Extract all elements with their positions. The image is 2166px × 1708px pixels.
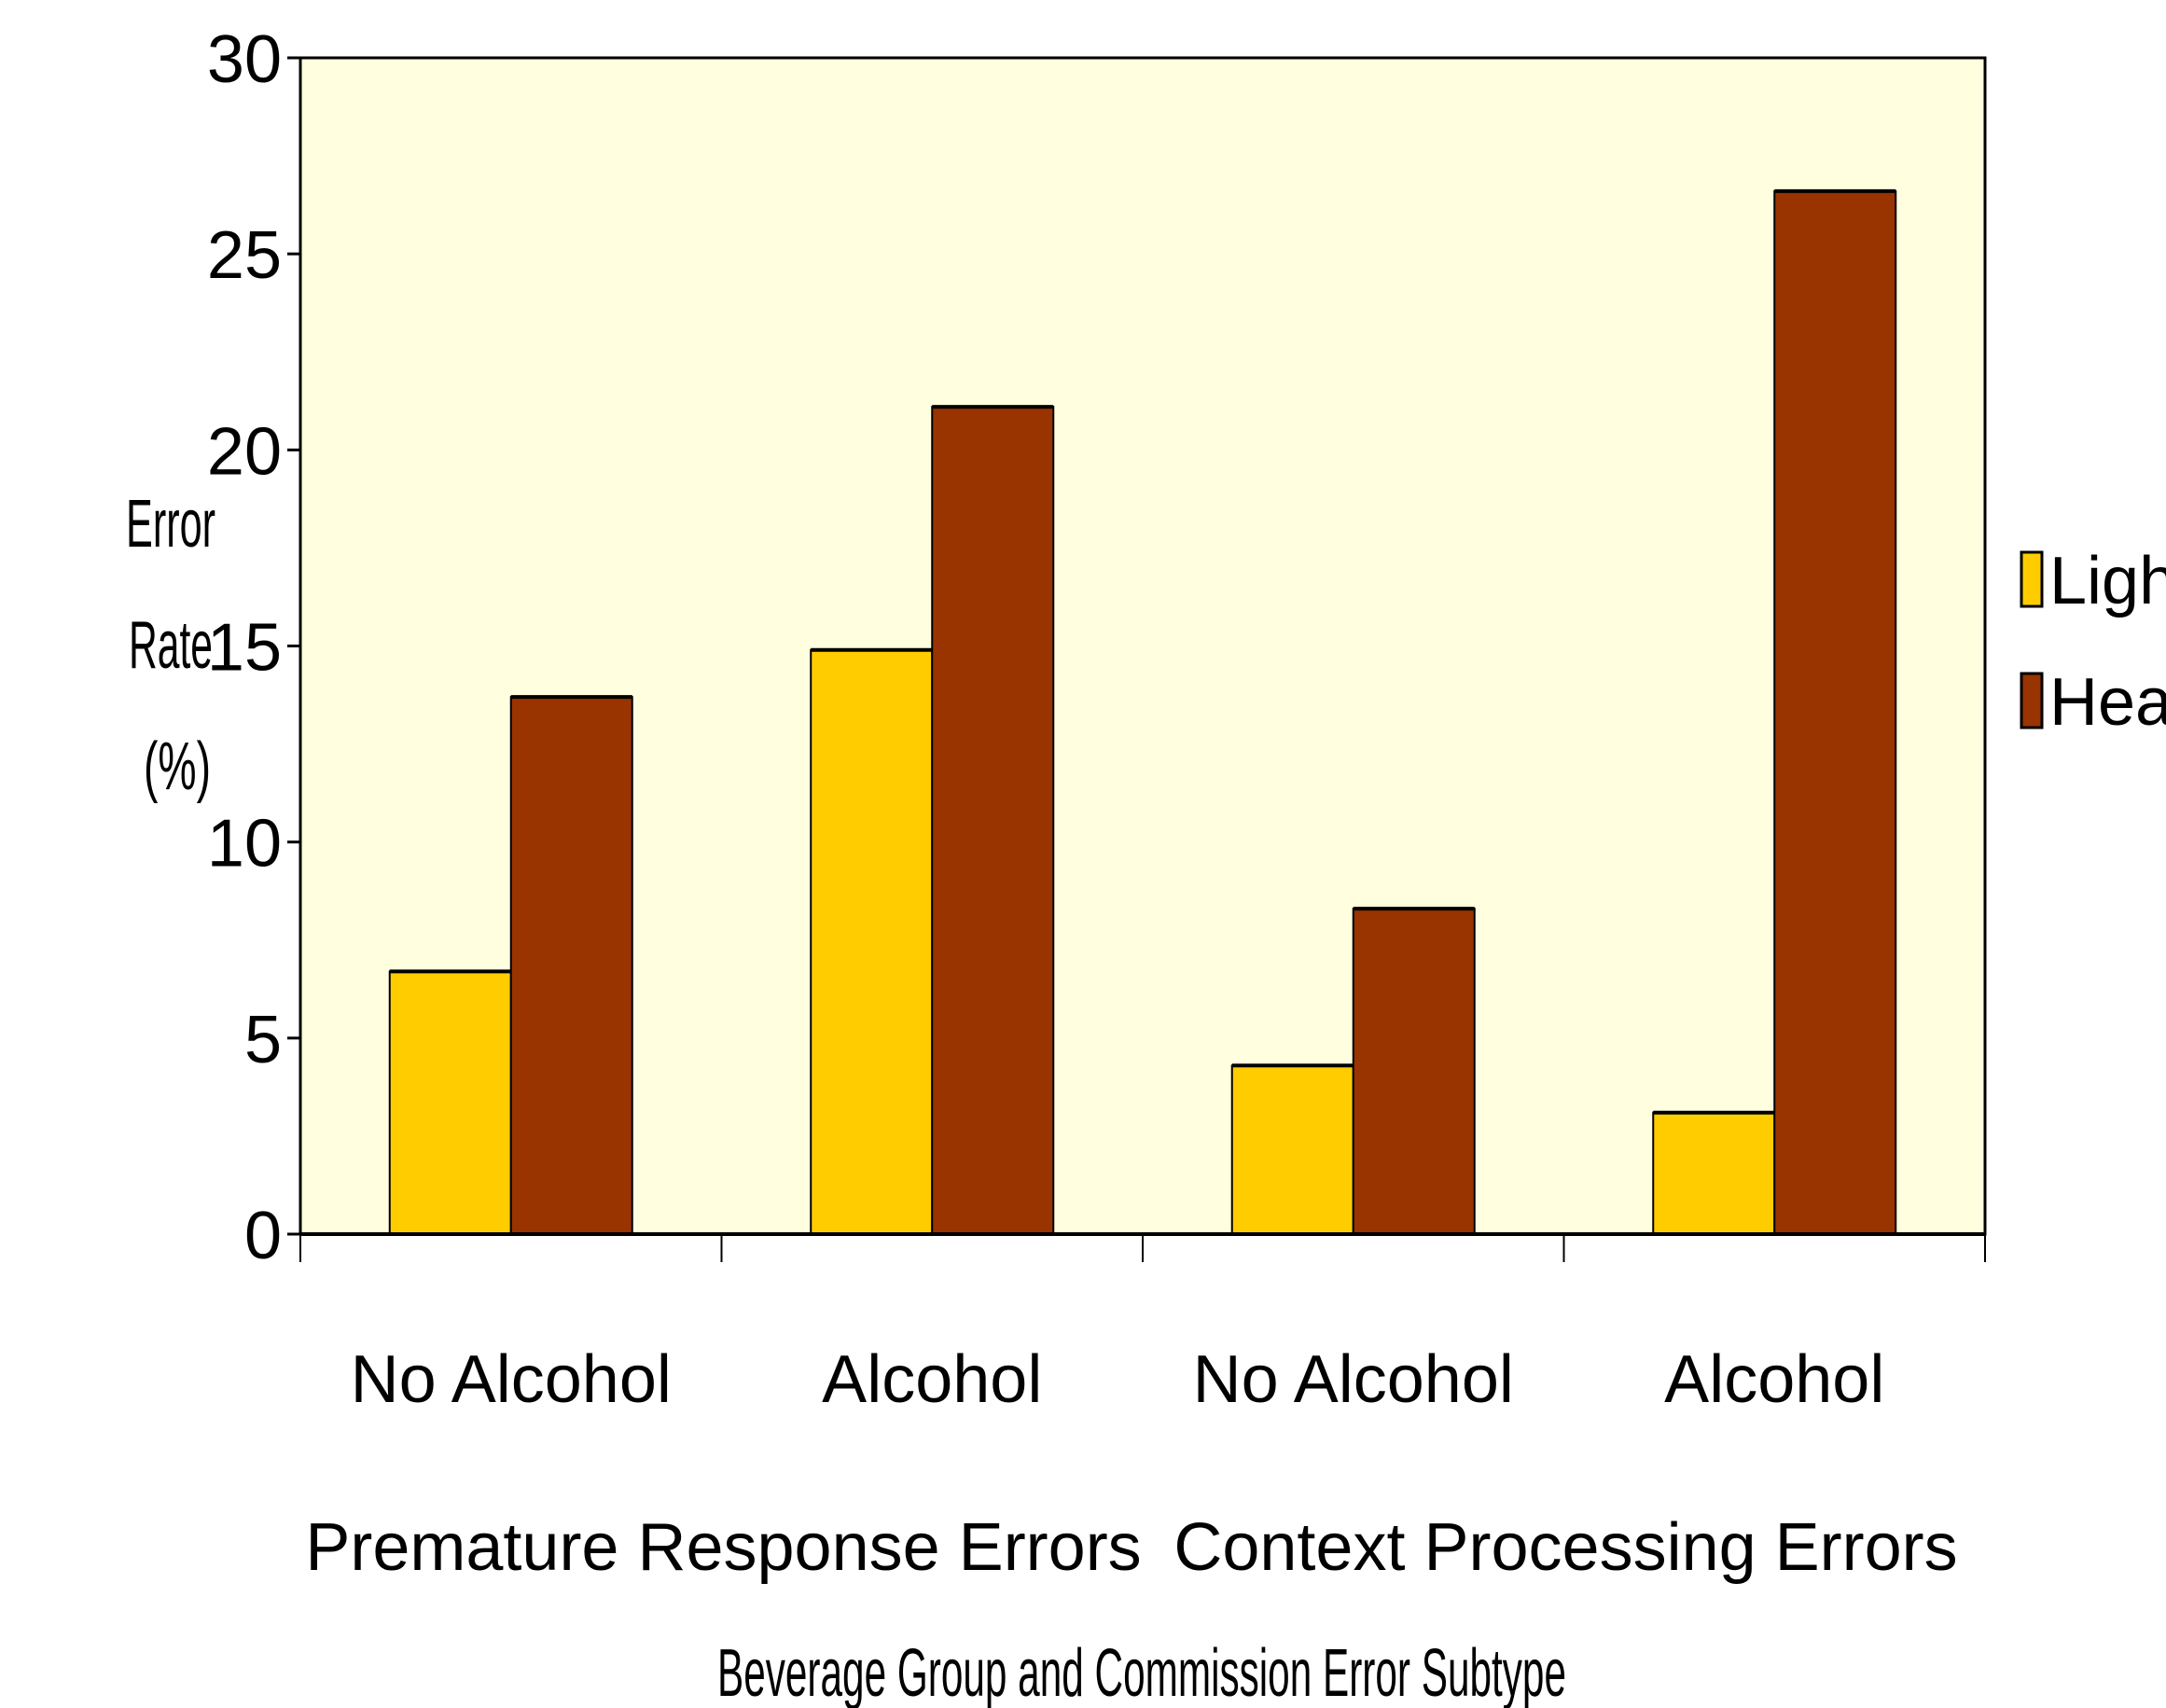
category-label: No Alcohol bbox=[351, 1342, 672, 1417]
legend-swatch-light bbox=[2020, 550, 2044, 608]
axes: 0 5 10 15 20 25 30 bbox=[207, 22, 1986, 1273]
y-tick-label: 5 bbox=[244, 1003, 282, 1077]
bar-light-1 bbox=[810, 648, 934, 1235]
legend: Light Heavy bbox=[2020, 544, 2166, 740]
group-label: Premature Response Errors bbox=[305, 1510, 1141, 1585]
y-tick-label: 10 bbox=[207, 807, 282, 882]
bar-heavy-3 bbox=[1773, 189, 1897, 1235]
y-tick-label: 25 bbox=[207, 218, 282, 293]
group-label: Context Processing Errors bbox=[1173, 1510, 1957, 1585]
category-label: Alcohol bbox=[1664, 1342, 1884, 1417]
legend-label-heavy: Heavy bbox=[2049, 665, 2166, 740]
y-axis-label-line: Error bbox=[126, 487, 215, 562]
x-axis-label: Beverage Group and Commission Error Subt… bbox=[717, 1636, 1566, 1708]
bar-heavy-0 bbox=[509, 696, 633, 1235]
y-tick-label: 15 bbox=[207, 611, 282, 686]
y-axis-label-line: Rate bbox=[129, 608, 213, 683]
y-tick-label: 20 bbox=[207, 414, 282, 489]
category-label: Alcohol bbox=[822, 1342, 1042, 1417]
bar-heavy-2 bbox=[1352, 908, 1476, 1236]
bar-light-0 bbox=[388, 970, 512, 1236]
bars bbox=[388, 188, 1897, 1236]
y-axis-label: Error Rate (%) bbox=[126, 487, 215, 804]
legend-swatch-heavy bbox=[2020, 672, 2044, 729]
y-tick-label: 30 bbox=[207, 22, 282, 97]
category-label: No Alcohol bbox=[1193, 1342, 1514, 1417]
bar-light-3 bbox=[1652, 1111, 1776, 1235]
bar-light-2 bbox=[1230, 1064, 1354, 1236]
y-tick-label: 0 bbox=[244, 1199, 282, 1273]
legend-label-light: Light bbox=[2049, 544, 2166, 618]
category-labels: No Alcohol Alcohol No Alcohol Alcohol bbox=[351, 1342, 1885, 1417]
y-axis-label-line: (%) bbox=[144, 729, 211, 804]
group-labels: Premature Response Errors Context Process… bbox=[305, 1510, 1957, 1585]
bar-heavy-1 bbox=[931, 406, 1055, 1235]
